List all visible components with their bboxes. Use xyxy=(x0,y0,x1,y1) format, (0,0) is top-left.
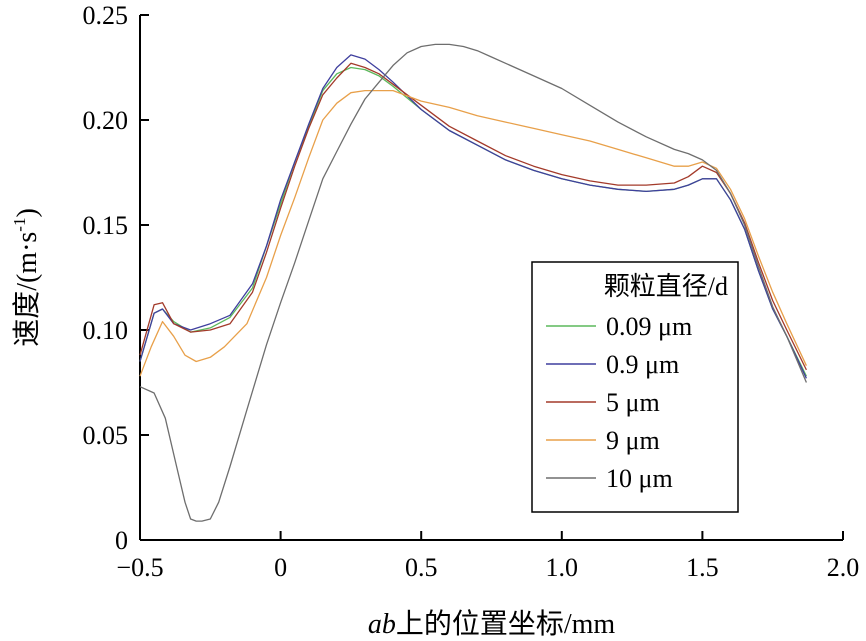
y-tick-label: 0.15 xyxy=(83,211,129,240)
y-tick-label: 0.10 xyxy=(83,316,129,345)
x-tick-label: 1.0 xyxy=(546,553,579,582)
x-axis-title-rest: 上的位置坐标/mm xyxy=(396,608,616,640)
x-axis-title-italic: ab xyxy=(368,609,396,640)
y-axis-title-sup: -1 xyxy=(10,218,29,232)
x-tick-label: 2.0 xyxy=(827,553,860,582)
y-axis-ticks: 0 0.05 0.10 0.15 0.20 0.25 xyxy=(83,1,149,555)
y-axis-title-main: 速度/(m·s xyxy=(11,232,43,347)
series-line-4 xyxy=(139,43,807,522)
legend-label-1: 0.9 μm xyxy=(606,350,679,379)
axes: −0.5 0 0.5 1.0 1.5 2.0 00.050.100.150.200.25 xyxy=(83,1,860,582)
series-line-1 xyxy=(139,54,807,379)
x-axis-ticks: −0.5 0 0.5 1.0 1.5 2.0 xyxy=(116,531,859,582)
x-tick-label: 0 xyxy=(274,553,287,582)
legend: 颗粒直径/d 0.09 μm 0.9 μm 5 μm 9 μm 10 μm xyxy=(531,261,739,513)
x-tick-label: −0.5 xyxy=(116,553,163,582)
y-axis-title: 速度/(m·s-1) xyxy=(10,208,43,347)
legend-label-3: 9 μm xyxy=(606,426,660,455)
y-tick-label: 0 xyxy=(115,526,128,555)
y-tick-label: 0.05 xyxy=(83,421,129,450)
x-tick-label: 1.5 xyxy=(686,553,719,582)
series-line-2 xyxy=(139,62,807,371)
x-axis-title: ab上的位置坐标/mm xyxy=(368,608,616,640)
y-tick-label: 0.20 xyxy=(83,106,129,135)
series-line-3 xyxy=(139,89,807,377)
legend-label-0: 0.09 μm xyxy=(606,312,692,341)
legend-label-4: 10 μm xyxy=(606,464,673,493)
legend-box xyxy=(531,261,739,513)
series-layer xyxy=(139,43,807,522)
legend-label-2: 5 μm xyxy=(606,388,660,417)
x-tick-label: 0.5 xyxy=(405,553,438,582)
y-axis-title-close: ) xyxy=(12,208,43,217)
y-tick-label: 0.25 xyxy=(83,1,129,30)
legend-items: 0.09 μm 0.9 μm 5 μm 9 μm 10 μm xyxy=(546,312,692,493)
legend-title: 颗粒直径/d xyxy=(604,272,728,301)
